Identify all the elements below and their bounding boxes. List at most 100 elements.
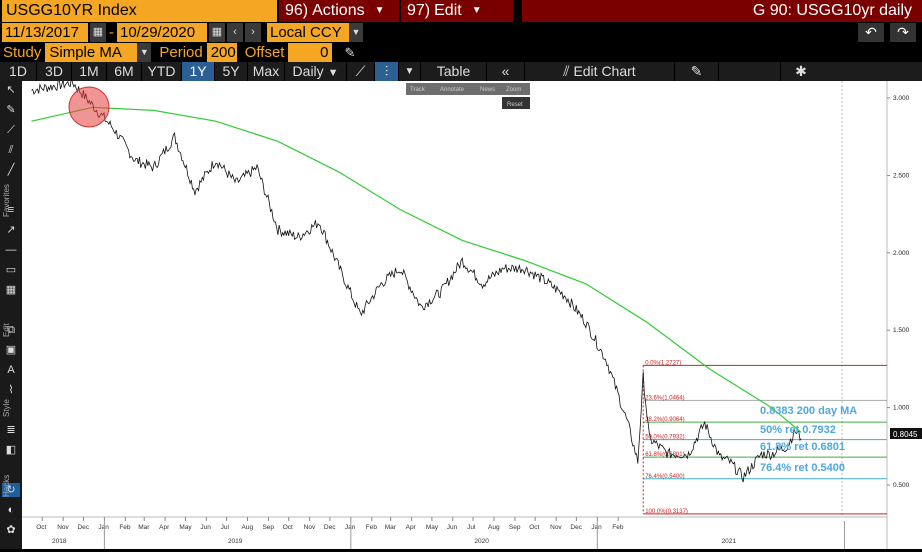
annotations: 0.8383 200 day MA 50% ret 0.7932 61.8% ret… <box>760 405 857 474</box>
x-month-label: Sep <box>262 524 274 531</box>
refresh-icon[interactable]: ↻ <box>2 483 20 497</box>
start-date-field[interactable]: 11/13/2017 <box>2 23 88 42</box>
y-tick-label: 2.000 <box>893 250 910 257</box>
period-3d[interactable]: 3D <box>37 62 72 81</box>
period-label: Period <box>159 44 203 61</box>
chevron-down-icon[interactable]: ▼ <box>137 43 152 62</box>
bar-chart-icon[interactable]: ⫶ <box>375 62 399 81</box>
y-tick-label: 0.500 <box>893 482 910 489</box>
fib-tool-icon[interactable]: ≡ <box>7 204 15 216</box>
chevron-down-icon: ▼ <box>374 5 385 16</box>
zoom-button[interactable]: Zoom <box>506 87 521 93</box>
undo-icon[interactable]: ↶ <box>858 23 884 42</box>
hide-icon[interactable]: ◐ <box>7 504 15 516</box>
edit-chart-button[interactable]: ⫽ Edit Chart <box>525 62 675 81</box>
period-1m[interactable]: 1M <box>72 62 107 81</box>
ma-series <box>31 106 802 433</box>
period-max[interactable]: Max <box>248 62 285 81</box>
prev-arrow-icon[interactable]: ‹ <box>227 23 243 42</box>
x-axis-ticks: Oct Nov Dec Jan Feb Mar Apr May Jun Jul Aug Sep Oct N… <box>36 517 845 549</box>
reset-bg <box>502 97 530 109</box>
x-month-label: Oct <box>529 524 539 531</box>
channel-tool-icon[interactable]: ⫽ <box>8 144 14 156</box>
period-input[interactable]: 200 <box>206 43 237 62</box>
chart-background <box>22 81 922 549</box>
y-tick-label: 1.500 <box>893 327 910 334</box>
x-month-label: Jun <box>200 524 211 531</box>
frequency-select[interactable]: Daily ▼ <box>285 62 347 81</box>
actions-menu-button[interactable]: 96) Actions ▼ <box>279 0 399 22</box>
period-5y[interactable]: 5Y <box>215 62 248 81</box>
next-arrow-icon[interactable]: › <box>245 23 261 42</box>
ma-line <box>31 106 802 433</box>
text-tool-icon[interactable]: A <box>7 364 15 376</box>
period-1d[interactable]: 1D <box>0 62 37 81</box>
edit-label: Edit <box>434 2 462 19</box>
chevron-down-icon: ▼ <box>471 5 482 16</box>
collapse-icon[interactable]: « <box>487 62 525 81</box>
chevron-down-icon[interactable]: ▼ <box>349 23 363 42</box>
trend-tool-icon[interactable]: ╱ <box>7 164 15 176</box>
x-month-label: Jul <box>221 524 230 531</box>
edit-menu-button[interactable]: 97) Edit ▼ <box>401 0 513 22</box>
price-series <box>31 77 802 483</box>
ticker-field[interactable]: USGG10YR Index <box>2 0 277 22</box>
table-button[interactable]: Table <box>421 62 487 81</box>
settings-icon[interactable]: ✿ <box>6 524 16 536</box>
x-month-label: Nov <box>57 524 69 531</box>
edit-chart-label: Edit Chart <box>573 63 636 79</box>
fill-tool-icon[interactable]: ◧ <box>5 444 17 456</box>
pen-icon[interactable]: ✎ <box>6 104 16 116</box>
gear-icon[interactable]: ✱ <box>795 63 807 79</box>
offset-input[interactable]: 0 <box>288 43 333 62</box>
news-button[interactable]: News <box>480 87 495 93</box>
blank-tool <box>719 62 781 81</box>
fib-label: 76.4%(0.5400) <box>645 474 684 480</box>
copy-icon[interactable]: ⧉ <box>7 324 15 336</box>
pointer-icon[interactable]: ↖ <box>6 84 16 96</box>
chart-canvas[interactable]: 0.0%(1.2727) 23.6%(1.0464) 38.2%(0.9064) 50… <box>22 77 922 549</box>
brush-icon[interactable]: ⌇ <box>8 384 14 396</box>
chevron-down-icon[interactable]: ▼ <box>399 62 421 81</box>
x-month-label: Dec <box>570 524 582 531</box>
annotation-label: 0.8383 200 day MA <box>760 405 857 417</box>
x-month-label: Mar <box>138 524 150 531</box>
x-month-label: Oct <box>283 524 293 531</box>
date-range-bar: 11/13/2017 ▦ - 10/29/2020 ▦ ‹ › Local CC… <box>0 23 922 42</box>
period-1y[interactable]: 1Y <box>182 62 215 81</box>
edit-number: 97) <box>407 2 431 19</box>
mini-toolbar-bg <box>406 83 530 95</box>
x-year-label: 2019 <box>228 538 243 545</box>
redo-icon[interactable]: ↷ <box>890 23 916 42</box>
x-month-label: Feb <box>612 524 624 531</box>
arrow-tool-icon[interactable]: ↗ <box>6 224 16 236</box>
offset-label: Offset <box>244 44 285 61</box>
period-6m[interactable]: 6M <box>107 62 142 81</box>
period-ytd[interactable]: YTD <box>142 62 182 81</box>
pencil-icon[interactable]: ✎ <box>344 44 356 60</box>
edit-side-label: Edit <box>2 323 11 337</box>
annotate-button[interactable]: Annotate <box>440 87 465 93</box>
chart-icon: ⫽ <box>563 63 570 79</box>
bars-tool-icon[interactable]: ▦ <box>5 284 17 296</box>
calendar-icon[interactable]: ▦ <box>209 23 225 42</box>
line-tool-icon[interactable]: ⟋ <box>7 124 15 136</box>
line-chart-icon[interactable]: ⟋ <box>347 62 375 81</box>
annotate-icon[interactable]: ✎ <box>675 62 719 81</box>
x-year-label: 2018 <box>52 538 67 545</box>
currency-select[interactable]: Local CCY <box>267 23 349 42</box>
x-month-label: Jan <box>591 524 602 531</box>
rect-tool-icon[interactable]: ▭ <box>5 264 17 276</box>
delete-icon[interactable]: ▣ <box>5 344 17 356</box>
end-date-field[interactable]: 10/29/2020 <box>117 23 207 42</box>
x-month-label: Jan <box>98 524 109 531</box>
hline-tool-icon[interactable]: — <box>5 244 17 256</box>
study-select[interactable]: Simple MA <box>45 43 138 62</box>
x-year-label: 2020 <box>474 538 489 545</box>
price-chart[interactable]: 0.0%(1.2727) 23.6%(1.0464) 38.2%(0.9064) 50… <box>22 77 922 549</box>
reset-button[interactable]: Reset <box>507 102 523 108</box>
calendar-icon[interactable]: ▦ <box>90 23 106 42</box>
track-button[interactable]: Track <box>410 87 426 93</box>
style-tool-icon[interactable]: ≣ <box>6 424 16 436</box>
y-tick-label: 3.000 <box>893 95 910 102</box>
